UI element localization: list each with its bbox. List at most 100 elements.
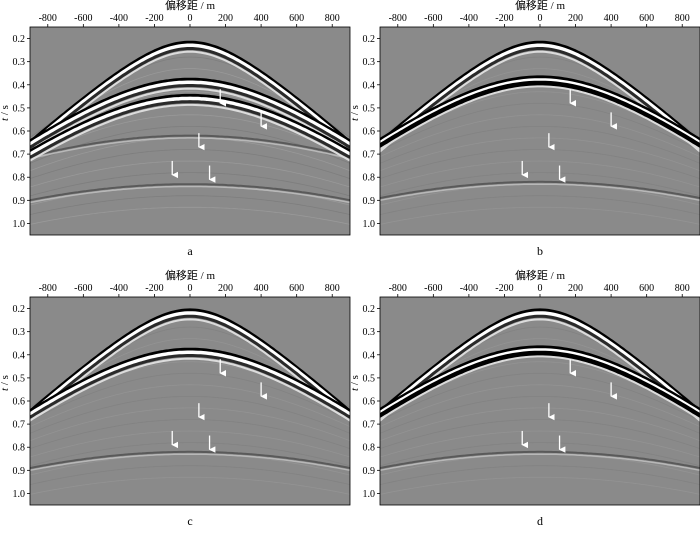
y-tick-label: 0.6 [13,397,26,408]
x-tick-label: -600 [424,283,442,294]
y-tick-label: 0.5 [13,103,26,114]
y-tick-label: 0.8 [13,443,26,454]
y-axis-title: t / s [349,375,361,391]
x-tick-label: -600 [424,13,442,24]
x-tick-label: -800 [39,13,57,24]
panel-label: c [187,514,192,528]
x-tick-label: 800 [675,283,690,294]
reflection-event [30,77,350,152]
reflection-event [30,347,350,422]
panel-b: -800 -600 -400 -200 0 200 400 600 800 偏移距 / m 0.2 0… [349,0,700,258]
x-tick-label: -800 [39,283,57,294]
x-tick-label: -600 [74,283,92,294]
x-tick-label: -600 [74,13,92,24]
x-tick-label: 600 [289,13,304,24]
x-tick-label: 400 [604,283,619,294]
y-tick-label: 0.8 [13,173,26,184]
x-tick-label: -800 [389,283,407,294]
panel-background [380,297,700,505]
x-tick-label: 200 [568,283,583,294]
y-tick-label: 0.9 [363,466,376,477]
x-tick-label: -200 [495,283,513,294]
panel-background [30,297,350,505]
x-axis-title: 偏移距 / m [165,0,216,12]
y-tick-label: 1.0 [13,489,26,500]
reflection-event [380,75,700,151]
y-tick-label: 0.3 [363,327,376,338]
y-tick-label: 0.7 [13,150,26,161]
y-tick-label: 0.9 [13,196,26,207]
y-axis-title: t / s [0,375,11,391]
x-tick-label: 200 [218,283,233,294]
x-axis-title: 偏移距 / m [165,268,216,282]
weak-reflection [30,450,350,469]
y-tick-label: 0.8 [363,173,376,184]
panel-background [380,27,700,235]
y-tick-label: 0.5 [363,373,376,384]
seismic-traces [30,308,350,495]
x-tick-label: 0 [188,13,193,24]
seismic-traces [380,40,700,225]
x-tick-label: 600 [639,283,654,294]
weak-reflection [30,183,350,202]
y-tick-label: 0.5 [13,373,26,384]
seismic-traces [30,40,350,225]
seismic-traces [380,308,700,495]
x-tick-label: 0 [188,283,193,294]
y-tick-label: 1.0 [363,489,376,500]
weak-reflection [30,134,350,158]
y-tick-label: 0.4 [13,350,26,361]
x-tick-label: 800 [675,13,690,24]
y-tick-label: 0.3 [13,327,26,338]
weak-reflection [380,450,700,469]
panel-label: b [537,244,543,258]
y-tick-label: 0.5 [363,103,376,114]
panel-d: -800 -600 -400 -200 0 200 400 600 800 偏移距 / m 0.2 0… [349,268,700,528]
x-tick-label: 200 [218,13,233,24]
x-tick-label: -200 [495,13,513,24]
y-tick-label: 0.7 [363,150,376,161]
y-tick-label: 0.2 [363,304,376,315]
y-tick-label: 1.0 [13,219,26,230]
y-tick-label: 0.2 [363,34,376,45]
y-tick-label: 0.3 [363,57,376,68]
reflection-event [380,308,700,422]
y-tick-label: 0.9 [363,196,376,207]
x-tick-label: -200 [145,13,163,24]
reflection-event [30,308,350,422]
y-tick-label: 1.0 [363,219,376,230]
x-axis-title: 偏移距 / m [515,268,566,282]
weak-reflection [380,180,700,199]
x-tick-label: -400 [110,13,128,24]
x-tick-label: -800 [389,13,407,24]
y-tick-label: 0.6 [363,127,376,138]
panel-label: a [187,244,193,258]
x-tick-label: 800 [325,283,340,294]
y-tick-label: 0.3 [13,57,26,68]
x-tick-label: -400 [460,13,478,24]
x-tick-label: 0 [538,13,543,24]
y-tick-label: 0.9 [13,466,26,477]
x-tick-label: -200 [145,283,163,294]
x-tick-label: 400 [254,13,269,24]
x-tick-label: -400 [110,283,128,294]
panel-a: -800 -600 -400 -200 0 200 400 600 800 偏移距 / m 0.2 0… [0,0,351,258]
y-tick-label: 0.4 [13,80,26,91]
y-tick-label: 0.7 [363,420,376,431]
reflection-event [30,93,350,162]
y-tick-label: 0.8 [363,443,376,454]
x-tick-label: 800 [325,13,340,24]
x-tick-label: -400 [460,283,478,294]
y-tick-label: 0.2 [13,34,26,45]
y-axis-title: t / s [349,105,361,121]
x-tick-label: 600 [289,283,304,294]
panel-background [30,27,350,235]
y-axis-title: t / s [0,105,11,121]
x-tick-label: 400 [254,283,269,294]
y-tick-label: 0.7 [13,420,26,431]
y-tick-label: 0.6 [13,127,26,138]
reflection-event [30,40,350,153]
x-tick-label: 400 [604,13,619,24]
panel-label: d [537,514,543,528]
